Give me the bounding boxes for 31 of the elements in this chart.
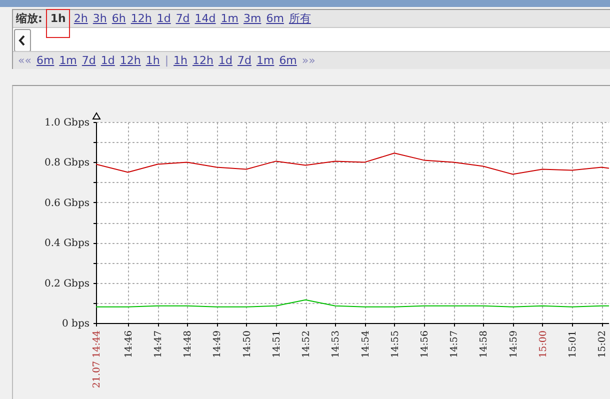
- text: 1h 12h 1d 7d 1m 6m: [174, 53, 297, 69]
- x-tick-label: 15:01: [568, 330, 578, 358]
- x-tick-label: 14:50: [242, 330, 253, 358]
- text: 6m 1m 7d 1d 12h 1h: [36, 53, 160, 69]
- x-tick-label: 14:56: [419, 330, 430, 358]
- x-tick-label: 14:54: [360, 330, 372, 358]
- x-tick-label: 14:46: [123, 330, 134, 358]
- text: »»: [302, 53, 316, 69]
- y-tick-label: 0.2 Gbps: [44, 278, 90, 290]
- x-tick-label: 15:00: [538, 330, 549, 358]
- y-tick-label: 0.8 Gbps: [44, 158, 90, 169]
- y-tick-label: 0 bps: [62, 318, 90, 330]
- x-tick-label: 14:58: [478, 330, 490, 358]
- y-tick-label: 0.4 Gbps: [44, 238, 90, 250]
- text: 缩放: 1h 2h 3h 6h 12h 1d 7d 14d 1m 3m 6m 所有: [16, 12, 311, 25]
- x-tick-label: 14:49: [212, 330, 224, 358]
- x-tick-label: 14:57: [449, 330, 460, 358]
- y-tick-label: 1.0 Gbps: [44, 118, 90, 128]
- x-tick-label: 14:52: [301, 330, 312, 358]
- text: |: [164, 53, 169, 69]
- text: ««: [18, 53, 32, 69]
- x-tick-label: 14:53: [330, 330, 342, 358]
- line-series: [96, 152, 609, 175]
- y-tick-label: 0.6 Gbps: [44, 198, 90, 209]
- x-tick-label: 14:51: [271, 330, 282, 358]
- x-tick-label: 14:47: [153, 330, 164, 358]
- x-tick-label: 14:55: [390, 330, 401, 358]
- x-tick-label: 14:48: [182, 330, 194, 358]
- x-tick-label: 15:02: [597, 330, 608, 358]
- x-tick-label: 21.07 14:44: [92, 330, 102, 388]
- x-tick-label: 14:59: [508, 330, 520, 358]
